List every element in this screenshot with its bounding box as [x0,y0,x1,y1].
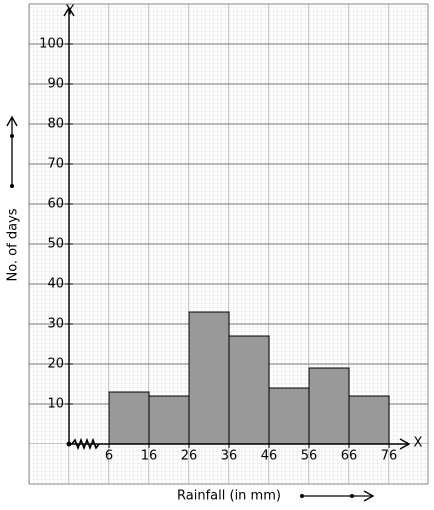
x-tick-label: 26 [181,449,198,464]
bar [268,387,310,445]
axis-break [71,437,100,451]
x-arrow [399,438,411,450]
x-tick-label: 56 [301,449,318,464]
y-tick-label: 90 [47,77,64,92]
y-axis-letter: Y [65,4,74,19]
x-axis-letter: X [414,436,423,451]
bar [108,391,150,445]
y-axis-label: No. of days [6,208,21,281]
y-tick-label: 40 [47,277,64,292]
x-tick-label: 6 [105,449,113,464]
y-arrow [63,6,75,17]
x-direction-arrow [300,490,375,502]
y-tick-label: 20 [47,357,64,372]
bar [188,311,230,445]
x-tick-label: 66 [341,449,358,464]
bar [148,395,190,445]
y-tick-label: 80 [47,117,64,132]
y-direction-arrow [6,115,18,188]
origin [66,441,72,447]
bar [348,395,390,445]
y-tick-label: 30 [47,317,64,332]
bar [308,367,350,445]
y-tick-label: 50 [47,237,64,252]
x-tick-label: 36 [221,449,238,464]
x-tick-label: 76 [381,449,398,464]
x-tick-label: 16 [141,449,158,464]
y-tick-label: 70 [47,157,64,172]
y-tick-label: 10 [47,397,64,412]
x-axis-label: Rainfall (in mm) [177,489,281,504]
bar [228,335,270,445]
y-tick-label: 60 [47,197,64,212]
x-tick-label: 46 [261,449,278,464]
y-tick-label: 100 [39,37,64,52]
